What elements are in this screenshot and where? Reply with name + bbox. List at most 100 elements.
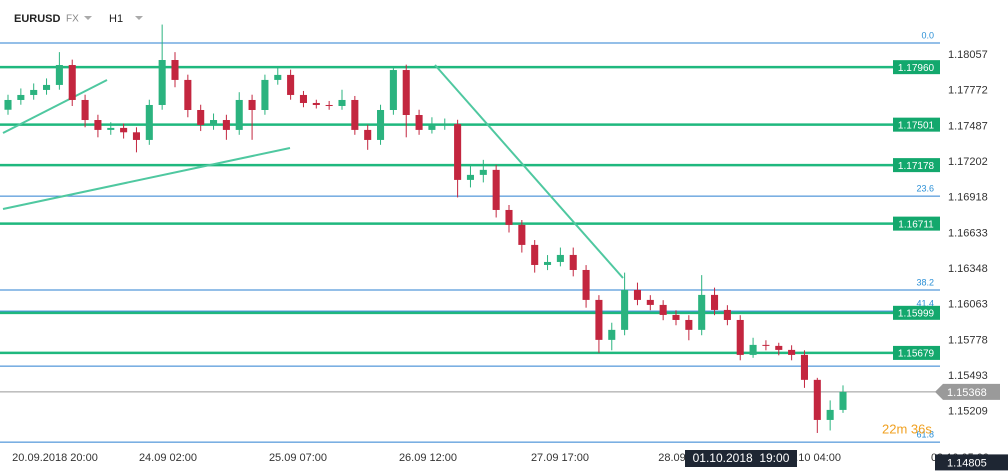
candle-body	[312, 102, 320, 105]
candle-body	[466, 174, 474, 180]
interval[interactable]: H1	[109, 13, 123, 25]
fib-label: 41.4	[916, 298, 934, 308]
level-box	[893, 345, 940, 360]
x-tick-label: 28.09	[658, 452, 686, 464]
x-tick-label: 20.09.2018 20:00	[12, 452, 98, 464]
level-box	[893, 158, 940, 173]
candle-body	[55, 65, 63, 85]
symbol[interactable]: EURUSD	[14, 13, 61, 25]
candle-body	[608, 329, 616, 340]
candle-body	[107, 127, 115, 130]
market[interactable]: FX	[66, 14, 79, 25]
candle-body	[839, 391, 847, 410]
y-tick-label: 1.17202	[948, 156, 988, 168]
candle-body	[261, 79, 269, 110]
fib-label: 0.0	[921, 30, 934, 40]
candle-body	[441, 124, 449, 126]
timer: 22m 36s	[882, 421, 932, 436]
level-box	[893, 216, 940, 231]
level-label: 1.15679	[898, 349, 935, 360]
candle-body	[222, 120, 230, 130]
x-tick-label: 27.09 17:00	[531, 452, 589, 464]
candle-body	[158, 60, 166, 105]
candle-body	[145, 104, 153, 140]
y-tick-label: 1.16063	[948, 299, 988, 311]
candle-body	[556, 254, 564, 262]
candle-body	[4, 99, 12, 110]
y-tick-label: 1.15778	[948, 334, 988, 346]
x-tick-label: 24.09 02:00	[139, 452, 197, 464]
candle-body	[479, 169, 487, 175]
candle-body	[248, 99, 256, 110]
candle-body	[736, 319, 744, 355]
price-tag	[935, 383, 1000, 400]
candle-body	[120, 127, 128, 133]
y-tick-label: 1.16633	[948, 227, 988, 239]
level-label: 1.17178	[898, 161, 935, 172]
candle-body	[197, 109, 205, 125]
candle-body	[569, 254, 577, 270]
candle-body	[325, 104, 333, 106]
y-tick-label: 1.15493	[948, 370, 988, 382]
candle-body	[351, 99, 359, 130]
level-box	[893, 60, 940, 75]
candle-body	[68, 65, 76, 100]
candle-body	[81, 99, 89, 121]
level-box	[893, 117, 940, 132]
candle-body	[287, 74, 295, 95]
candle-body	[505, 209, 513, 225]
level-label: 1.15999	[898, 308, 935, 319]
x-tick-label: 26.09 12:00	[399, 452, 457, 464]
x-tick-label: 02.10 04:00	[783, 452, 841, 464]
candle-body	[210, 120, 218, 125]
crosshair-price: 1.14805	[947, 457, 987, 469]
fib-label: 61.8	[916, 429, 934, 439]
candle-body	[415, 115, 423, 130]
candle-body	[544, 261, 552, 265]
candle-body	[402, 70, 410, 116]
candle-body	[762, 344, 770, 346]
level-box	[893, 305, 940, 320]
candle-body	[595, 299, 603, 340]
y-tick-label: 1.17487	[948, 120, 988, 132]
y-tick-label: 1.15209	[948, 406, 988, 418]
candle-body	[711, 294, 719, 310]
candle-body	[171, 60, 179, 80]
candle-body	[428, 124, 436, 130]
candle-body	[364, 129, 372, 140]
candle-body	[621, 289, 629, 330]
fib-label: 23.6	[916, 183, 934, 193]
candle-body	[582, 269, 590, 300]
trend-line	[434, 64, 624, 279]
candle-body	[646, 299, 654, 305]
candle-body	[698, 294, 706, 330]
candle-body	[299, 94, 307, 103]
trend-line	[2, 147, 291, 210]
candle-body	[17, 94, 25, 100]
level-label: 1.17960	[898, 63, 935, 74]
level-label: 1.17501	[898, 120, 935, 131]
candle-body	[132, 132, 140, 140]
candle-body	[672, 314, 680, 320]
y-tick-label: 1.16348	[948, 263, 988, 275]
candle-body	[184, 79, 192, 110]
candle-body	[813, 379, 821, 420]
candle-body	[800, 354, 808, 380]
candle-body	[633, 289, 641, 300]
candle-body	[274, 74, 282, 80]
y-tick-label: 1.17772	[948, 85, 988, 97]
candle-body	[518, 224, 526, 245]
candle-body	[492, 169, 500, 210]
trend-line	[2, 79, 108, 134]
candle-body	[775, 345, 783, 350]
y-tick-label: 1.16918	[948, 192, 988, 204]
candle-body	[43, 84, 51, 90]
dropdown-icon[interactable]	[135, 16, 143, 20]
dropdown-icon[interactable]	[84, 16, 92, 20]
candle-body	[30, 89, 38, 95]
candle-body	[235, 99, 243, 130]
crosshair-time: 01.10.2018 19:00	[693, 451, 790, 465]
level-label: 1.16711	[898, 219, 934, 230]
candle-body	[659, 304, 667, 315]
